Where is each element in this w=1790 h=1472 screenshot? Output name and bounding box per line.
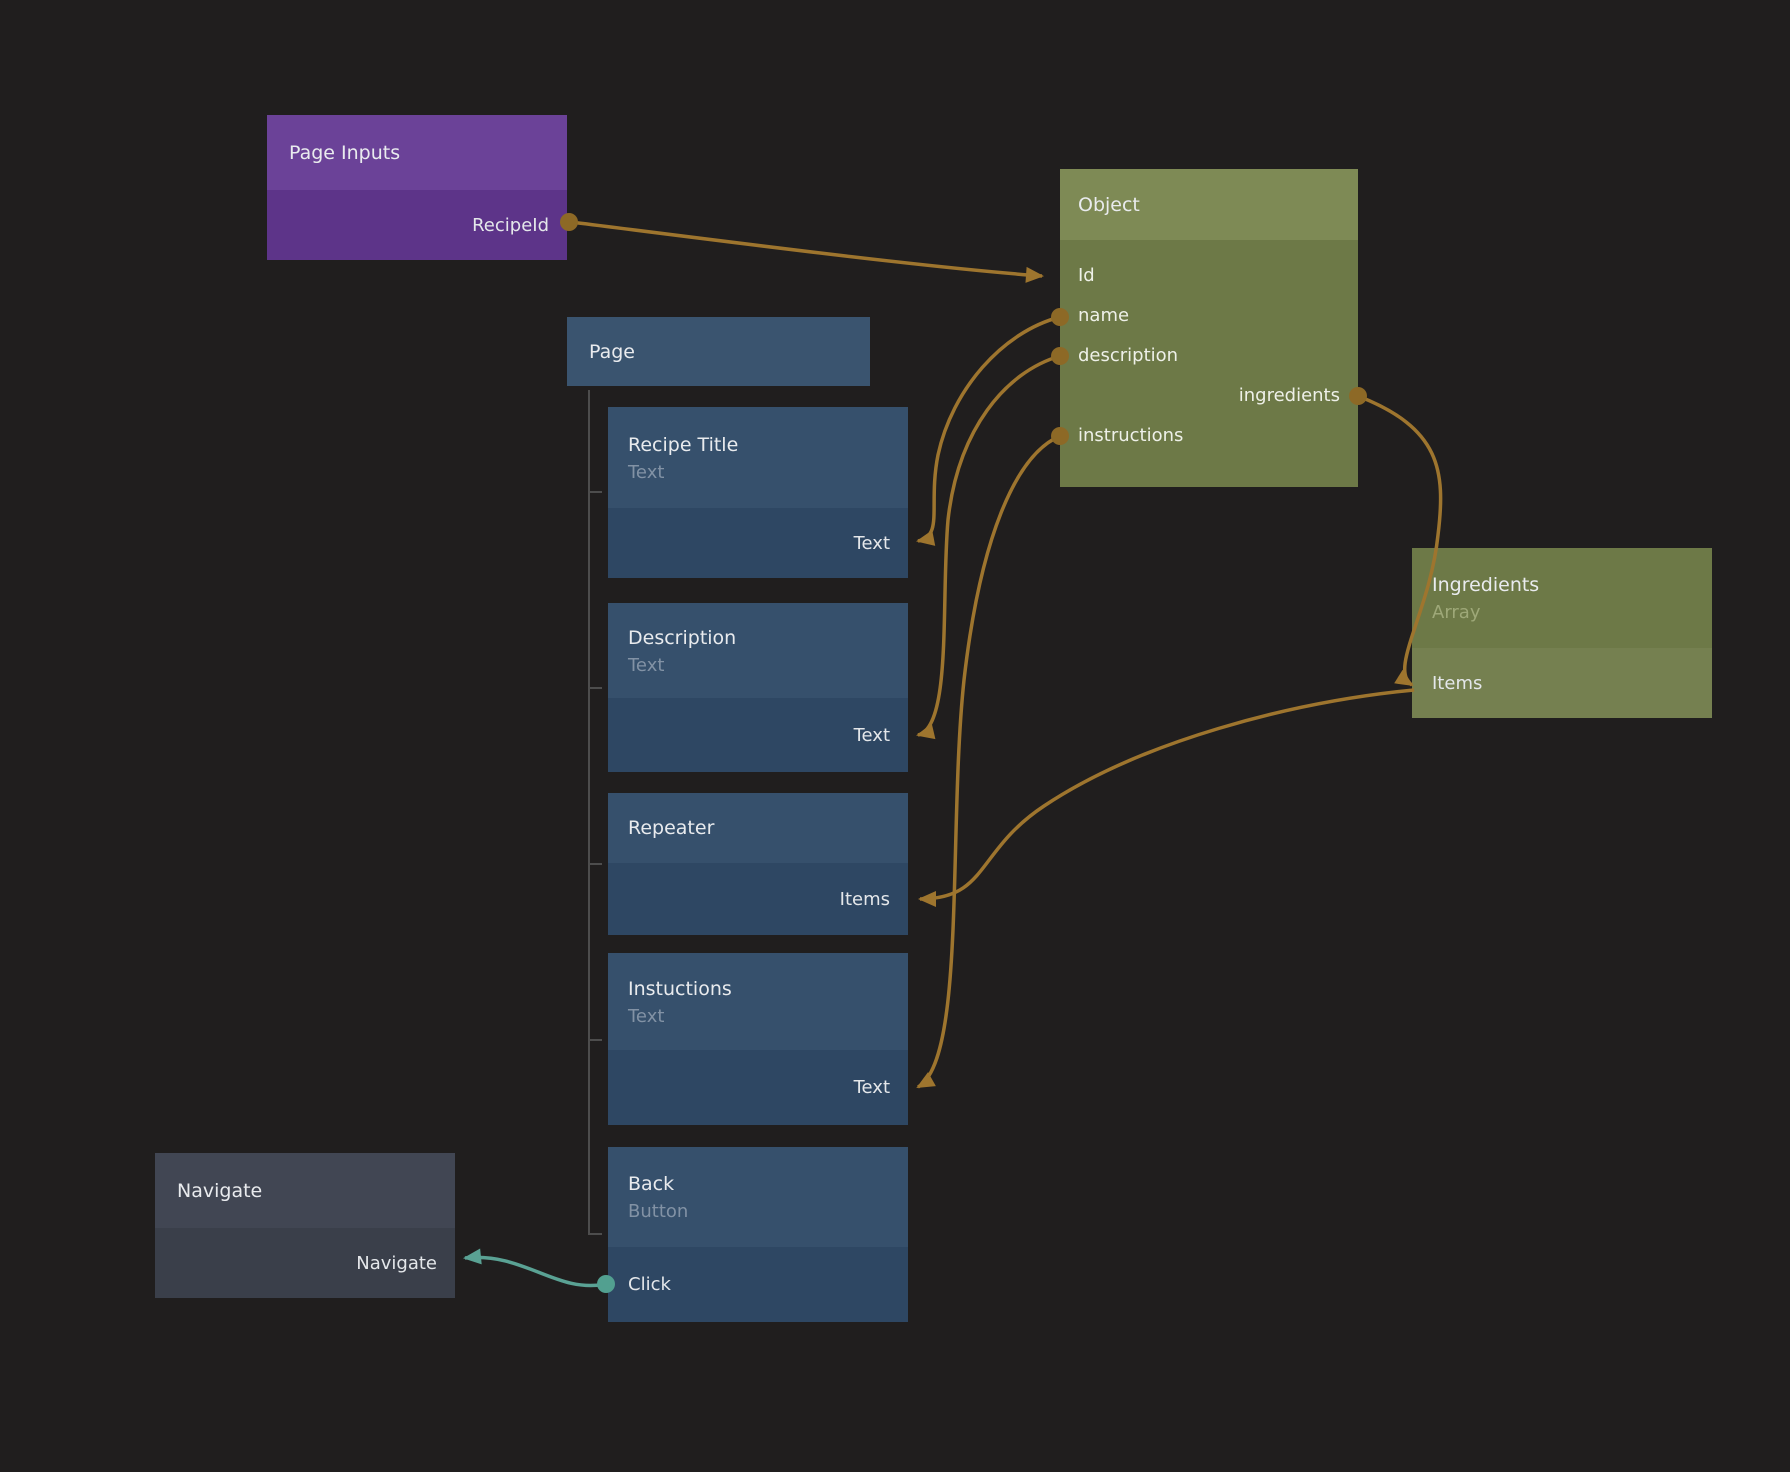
node-type-label: Button [628,1201,689,1222]
node-navigate-header: Navigate [155,1153,455,1228]
component-tree-lines [588,390,602,1235]
node-description-header: Description Text [608,603,908,698]
node-ingredients-header: Ingredients Array [1412,548,1712,648]
node-page-header: Page [567,317,870,386]
port-items[interactable]: Items [608,863,908,935]
port-name[interactable]: name [1078,305,1130,326]
tree-trunk [588,390,602,1235]
port-items[interactable]: Items [1412,648,1712,718]
node-repeater-header: Repeater [608,793,908,863]
node-instuctions[interactable]: Instuctions Text Text [608,953,908,1125]
node-title: Description [628,626,737,649]
node-page[interactable]: Page [567,317,870,386]
node-description[interactable]: Description Text Text [608,603,908,772]
wire-description-to-description-text[interactable] [916,354,1061,740]
port-label: Text [853,1077,890,1098]
node-navigate[interactable]: Navigate Navigate [155,1153,455,1298]
node-type-label: Text [628,1005,665,1027]
node-type-label: Text [628,461,665,483]
port-label: Items [1432,672,1483,694]
port-text[interactable]: Text [608,508,908,578]
port-text[interactable]: Text [608,698,908,772]
port-id[interactable]: Id [1078,265,1095,286]
node-object[interactable]: Object Id name description ingredients i… [1060,169,1358,487]
node-title: Repeater [628,817,715,839]
port-label: Text [853,532,890,554]
port-label: Click [628,1274,671,1295]
port-click[interactable]: Click [608,1247,908,1322]
node-title: Page [589,340,635,363]
port-label: Text [853,724,890,746]
port-navigate[interactable]: Navigate [155,1228,455,1298]
node-object-body: Id name description ingredients instruct… [1060,240,1358,487]
node-repeater[interactable]: Repeater Items [608,793,908,935]
node-title: Ingredients [1432,574,1540,596]
node-instuctions-header: Instuctions Text [608,953,908,1050]
node-type-label: Array [1432,602,1481,623]
node-title: Back [628,1173,675,1195]
port-text[interactable]: Text [608,1050,908,1125]
node-back-header: Back Button [608,1147,908,1247]
wire-ingredients-items-to-repeater-items[interactable] [918,688,1415,907]
wire-click-to-navigate[interactable] [463,1248,607,1288]
node-type-label: Text [628,654,665,676]
port-instructions[interactable]: instructions [1078,425,1184,446]
node-title: Instuctions [628,977,732,1000]
node-ingredients[interactable]: Ingredients Array Items [1412,548,1712,718]
port-label: RecipeId [472,214,549,236]
node-page-inputs-header: Page Inputs [267,115,567,190]
node-title: Navigate [177,1179,263,1202]
port-label: Navigate [356,1252,437,1274]
node-object-header: Object [1060,169,1358,240]
port-ingredients[interactable]: ingredients [1238,385,1340,406]
wire-name-to-recipe-title-text[interactable] [916,315,1061,546]
port-description[interactable]: description [1078,345,1179,366]
wire-instructions-to-instuctions-text[interactable] [916,434,1061,1089]
node-back[interactable]: Back Button Click [608,1147,908,1322]
node-recipe-title[interactable]: Recipe Title Text Text [608,407,908,578]
node-title: Page Inputs [289,141,401,164]
wire-recipeid-to-object-id[interactable] [570,220,1044,283]
port-recipeid[interactable]: RecipeId [267,190,567,260]
node-page-inputs[interactable]: Page Inputs RecipeId [267,115,567,260]
port-label: Items [839,888,890,910]
node-title: Recipe Title [628,433,739,456]
node-recipe-title-header: Recipe Title Text [608,407,908,508]
node-title: Object [1078,193,1140,216]
